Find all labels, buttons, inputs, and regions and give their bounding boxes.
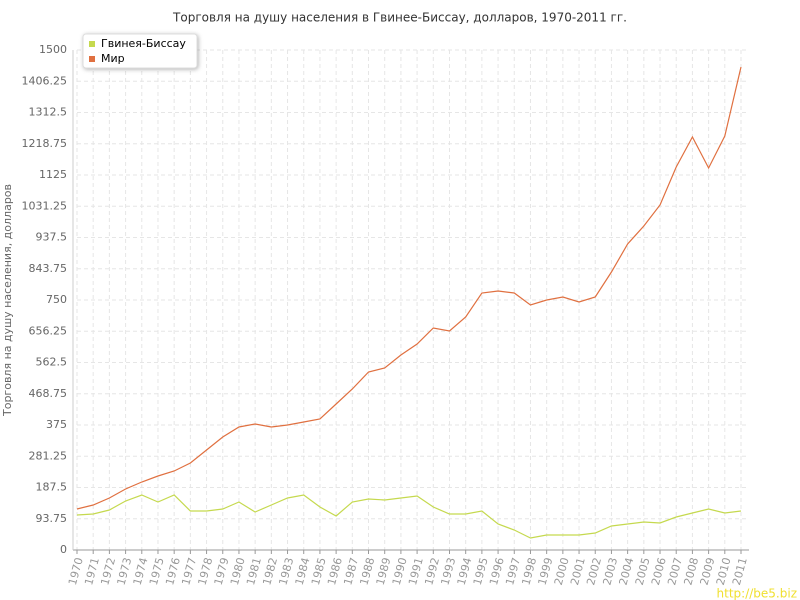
y-tick-label: 375 — [46, 418, 67, 431]
y-tick-label: 468.75 — [29, 387, 68, 400]
y-tick-label: 1125 — [39, 168, 67, 181]
legend-label: Гвинея-Биссау — [101, 37, 186, 50]
series-line — [76, 494, 742, 539]
watermark: http://be5.biz — [717, 587, 797, 600]
series-line — [76, 66, 742, 510]
y-tick-label: 281.25 — [29, 449, 68, 462]
y-tick-label: 93.75 — [36, 512, 68, 525]
y-tick-label: 1312.5 — [29, 106, 68, 119]
y-tick-label: 562.5 — [36, 356, 68, 369]
y-tick-label: 843.75 — [29, 262, 68, 275]
chart-title: Торговля на душу населения в Гвинее-Бисс… — [172, 11, 627, 25]
legend-box — [82, 33, 198, 69]
legend-label: Мир — [101, 52, 125, 65]
legend-swatch — [89, 41, 95, 47]
legend-swatch — [89, 56, 95, 62]
y-tick-label: 1218.75 — [22, 137, 68, 150]
y-tick-label: 750 — [46, 293, 67, 306]
y-tick-label: 0 — [60, 543, 67, 556]
y-tick-label: 187.5 — [36, 481, 68, 494]
y-tick-label: 656.25 — [29, 324, 68, 337]
y-tick-label: 1031.25 — [22, 199, 68, 212]
y-tick-label: 937.5 — [36, 231, 68, 244]
y-tick-label: 1406.25 — [22, 74, 68, 87]
y-tick-label: 1500 — [39, 43, 67, 56]
y-axis-label: Торговля на душу населения, долларов — [1, 184, 14, 417]
